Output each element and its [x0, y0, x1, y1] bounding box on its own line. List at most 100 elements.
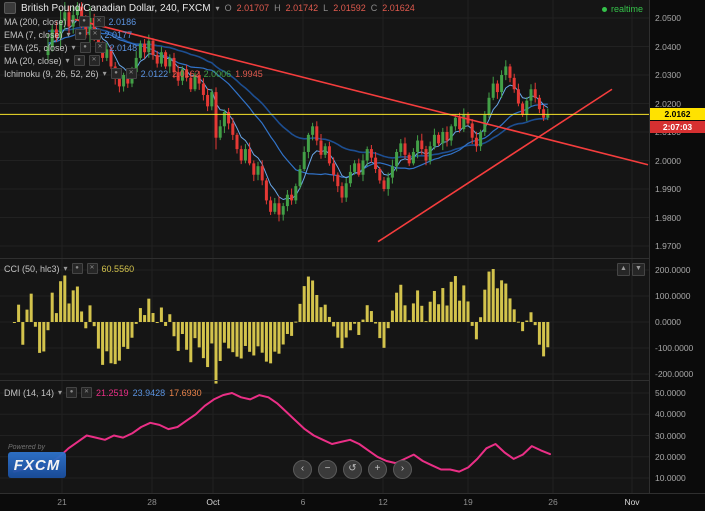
- logo-icon: [4, 2, 16, 14]
- legend-row-cci[interactable]: CCI (50, hlc3) ▾ ● ✕ 60.5560: [4, 262, 134, 275]
- axis-tick-label: 20.0000: [655, 451, 686, 462]
- time-tick-label: Nov: [624, 497, 640, 507]
- chart-header: British Pound/Canadian Dollar, 240, FXCM…: [4, 2, 415, 14]
- scroll-right-button[interactable]: ›: [393, 460, 412, 479]
- axis-tick-label: 30.0000: [655, 430, 686, 441]
- time-tick-label: 19: [463, 497, 473, 507]
- time-tick-label: 6: [300, 497, 306, 507]
- axis-tick-label: 1.9700: [655, 241, 681, 251]
- close-icon[interactable]: ✕: [81, 387, 93, 398]
- realtime-dot-icon: [601, 6, 607, 12]
- ohlc-high-value: 2.01742: [285, 3, 319, 13]
- scroll-left-button[interactable]: ‹: [293, 460, 312, 479]
- chevron-down-icon[interactable]: ▾: [65, 56, 70, 65]
- chart-nav-buttons: ‹ − ↺ + ›: [293, 460, 412, 479]
- close-icon[interactable]: ✕: [93, 16, 105, 27]
- indicator-value: 17.6930: [169, 387, 202, 398]
- realtime-label: realtime: [610, 4, 643, 14]
- powered-by-label: Powered by: [8, 444, 45, 451]
- chevron-down-icon[interactable]: ▾: [70, 17, 75, 26]
- indicator-value: 21.2519: [96, 387, 129, 398]
- ohlc-close-value: 2.01624: [382, 3, 415, 13]
- time-tick-label: 28: [147, 497, 157, 507]
- time-axis[interactable]: 21 28 Oct 6 12 19 26 Nov: [0, 493, 705, 511]
- chevron-down-icon[interactable]: ▾: [58, 388, 63, 397]
- ohlc-low-value: 2.01592: [333, 3, 366, 13]
- price-axis[interactable]: 2.0162 2:07:03 2.0500 2.0400 2.0300 2.0200 2…: [649, 0, 705, 493]
- chevron-down-icon[interactable]: ▾: [71, 43, 76, 52]
- time-tick-label: Oct: [206, 497, 220, 507]
- legend-row-ema25[interactable]: EMA (25, close) ▾ ● ✕ 2.0148: [4, 41, 263, 54]
- indicator-label: EMA (7, close): [4, 29, 63, 40]
- chevron-down-icon[interactable]: ▾: [102, 69, 107, 78]
- close-icon[interactable]: ✕: [89, 29, 101, 40]
- time-tick-label: 21: [57, 497, 67, 507]
- chevron-down-icon[interactable]: ▾: [215, 3, 220, 13]
- legend-row-ma20[interactable]: MA (20, close) ▾ ● ✕: [4, 54, 263, 67]
- symbol-title[interactable]: British Pound/Canadian Dollar, 240, FXCM: [21, 2, 211, 14]
- pane-move-up-button[interactable]: ▲: [617, 263, 630, 276]
- close-icon[interactable]: ✕: [94, 42, 106, 53]
- indicator-label: DMI (14, 14): [4, 387, 55, 398]
- indicator-value: 2.0162: [172, 68, 200, 79]
- ohlc-high-label: H: [274, 3, 281, 13]
- axis-tick-label: 2.0200: [655, 98, 681, 109]
- dmi-pane-header: DMI (14, 14) ▾ ● ✕ 21.2519 23.9428 17.69…: [4, 386, 202, 399]
- pane-move-down-button[interactable]: ▼: [632, 263, 645, 276]
- visibility-icon[interactable]: ●: [78, 16, 90, 27]
- bar-countdown-tag: 2:07:03: [650, 121, 705, 134]
- ohlc-open-label: O: [224, 3, 232, 13]
- axis-tick-label: 40.0000: [655, 409, 686, 420]
- legend-row-dmi[interactable]: DMI (14, 14) ▾ ● ✕ 21.2519 23.9428 17.69…: [4, 386, 202, 399]
- indicator-value: 2.0148: [109, 42, 138, 53]
- cci-pane-header: CCI (50, hlc3) ▾ ● ✕ 60.5560: [4, 262, 134, 275]
- close-icon[interactable]: ✕: [125, 68, 137, 79]
- zoom-out-button[interactable]: −: [318, 460, 337, 479]
- indicator-label: EMA (25, close): [4, 42, 68, 53]
- axis-tick-label: 2.0500: [655, 13, 681, 23]
- last-price-tag: 2.0162: [650, 108, 705, 121]
- chevron-down-icon[interactable]: ▾: [66, 30, 71, 39]
- time-tick-label: 12: [378, 497, 388, 507]
- chevron-down-icon[interactable]: ▾: [63, 264, 68, 273]
- visibility-icon[interactable]: ●: [110, 68, 122, 79]
- ohlc-close-label: C: [370, 3, 378, 13]
- close-icon[interactable]: ✕: [86, 263, 98, 274]
- indicator-label: MA (200, close): [4, 16, 67, 27]
- visibility-icon[interactable]: ●: [66, 387, 78, 398]
- fxcm-logo: FXCM: [8, 452, 66, 478]
- axis-tick-label: -100.0000: [655, 343, 694, 353]
- realtime-status: realtime: [601, 4, 643, 14]
- reset-view-button[interactable]: ↺: [343, 460, 362, 479]
- indicator-label: CCI (50, hlc3): [4, 263, 60, 274]
- close-icon[interactable]: ✕: [88, 55, 100, 66]
- visibility-icon[interactable]: ●: [79, 42, 91, 53]
- time-tick-label: 26: [548, 497, 558, 507]
- indicator-label: Ichimoku (9, 26, 52, 26): [4, 68, 99, 79]
- indicator-label: MA (20, close): [4, 55, 62, 66]
- indicator-value: 1.9945: [235, 68, 263, 79]
- axis-tick-label: 10.0000: [655, 473, 686, 483]
- axis-tick-label: 2.0300: [655, 70, 681, 80]
- indicator-value: 2.0177: [104, 29, 133, 40]
- axis-tick-label: 200.0000: [655, 265, 691, 275]
- legend-row-ma200[interactable]: MA (200, close) ▾ ● ✕ 2.0186: [4, 15, 263, 28]
- legend-row-ichimoku[interactable]: Ichimoku (9, 26, 52, 26) ▾ ● ✕ 2.0122 2.…: [4, 67, 263, 80]
- indicator-value: 60.5560: [101, 263, 135, 274]
- visibility-icon[interactable]: ●: [73, 55, 85, 66]
- axis-tick-label: 0.0000: [655, 317, 681, 327]
- indicator-value: 23.9428: [132, 387, 166, 398]
- indicator-legend: MA (200, close) ▾ ● ✕ 2.0186 EMA (7, clo…: [4, 15, 263, 80]
- legend-row-ema7[interactable]: EMA (7, close) ▾ ● ✕ 2.0177: [4, 28, 263, 41]
- visibility-icon[interactable]: ●: [74, 29, 86, 40]
- axis-tick-label: -200.0000: [655, 369, 694, 379]
- axis-tick-label: 1.9800: [655, 212, 681, 223]
- axis-tick-label: 50.0000: [655, 388, 686, 398]
- visibility-icon[interactable]: ●: [71, 263, 83, 274]
- indicator-value: 2.0122: [140, 68, 169, 79]
- broker-watermark: Powered by FXCM: [8, 444, 66, 478]
- ohlc-low-label: L: [323, 3, 329, 13]
- zoom-in-button[interactable]: +: [368, 460, 387, 479]
